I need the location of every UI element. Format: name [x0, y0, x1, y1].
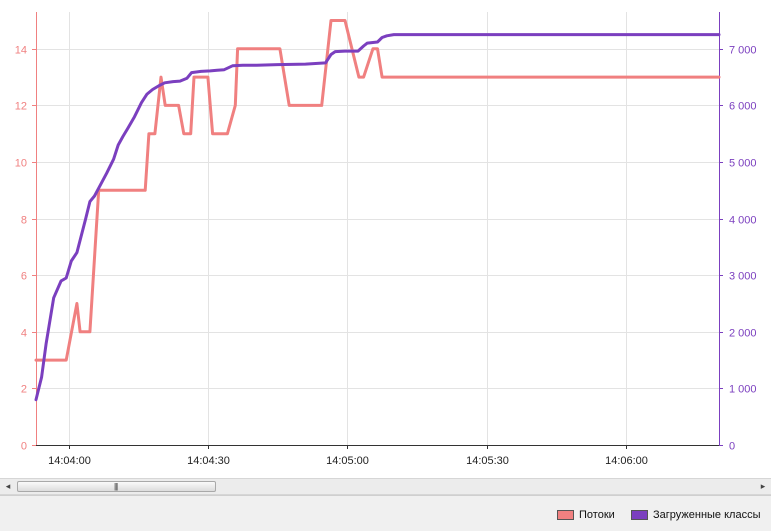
scrollbar-thumb[interactable]: ||| [17, 481, 216, 492]
y-left-tick-label-3: 6 [21, 271, 27, 283]
y-right-tick-label-0: 0 [729, 441, 735, 453]
y-left-tick-label-6: 12 [15, 101, 27, 113]
legend-swatch-threads [557, 510, 574, 520]
y-right-tick-label-7: 7 000 [729, 45, 757, 57]
y-left-tick-label-5: 10 [15, 158, 27, 170]
y-right-tick-label-4: 4 000 [729, 215, 757, 227]
y-left-tick-label-7: 14 [15, 45, 27, 57]
series-line-threads [34, 19, 721, 362]
line-chart: 0 2 4 6 8 10 12 14 0 1 000 2 000 3 000 4 000 5 000 6 0… [15, 12, 757, 468]
y-right-tick-label-6: 6 000 [729, 101, 757, 113]
legend-item-loaded-classes[interactable]: Загруженные классы [631, 509, 760, 521]
legend: Потоки Загруженные классы [0, 495, 771, 531]
y-left-tick-label-1: 2 [21, 384, 27, 396]
legend-swatch-loaded-classes [631, 510, 648, 520]
x-tick-label-3: 14:05:30 [466, 455, 509, 467]
grid [36, 12, 719, 445]
scroll-left-arrow-icon[interactable]: ◂ [5, 481, 11, 491]
horizontal-scrollbar[interactable]: ◂ ||| ▸ [0, 478, 771, 495]
y-left-tick-label-2: 4 [21, 328, 27, 340]
x-tick-label-0: 14:04:00 [48, 455, 91, 467]
legend-item-threads[interactable]: Потоки [557, 509, 615, 521]
legend-label-threads: Потоки [579, 509, 615, 521]
y-right-tick-label-5: 5 000 [729, 158, 757, 170]
x-tick-label-1: 14:04:30 [187, 455, 230, 467]
y-right-tick-label-3: 3 000 [729, 271, 757, 283]
legend-label-loaded-classes: Загруженные классы [653, 509, 761, 521]
y-left-tick-label-0: 0 [21, 441, 27, 453]
y-right-tick-label-2: 2 000 [729, 328, 757, 340]
tick-labels: 0 2 4 6 8 10 12 14 0 1 000 2 000 3 000 4 000 5 000 6 0… [15, 45, 757, 468]
x-tick-label-4: 14:06:00 [605, 455, 648, 467]
x-tick-label-2: 14:05:00 [326, 455, 369, 467]
scroll-right-arrow-icon[interactable]: ▸ [760, 481, 766, 491]
axes [32, 12, 723, 449]
series-lines [34, 19, 721, 402]
grip-icon: ||| [114, 482, 118, 491]
y-right-tick-label-1: 1 000 [729, 384, 757, 396]
y-left-tick-label-4: 8 [21, 215, 27, 227]
series-line-loaded-classes [34, 33, 721, 402]
